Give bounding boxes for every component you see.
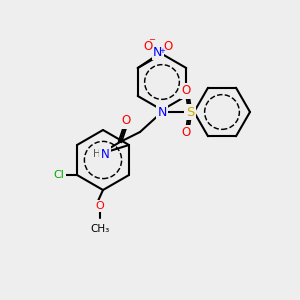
Text: O: O — [182, 127, 190, 140]
Text: S: S — [186, 106, 194, 118]
Text: N: N — [100, 148, 109, 160]
Text: CH₃: CH₃ — [90, 224, 110, 234]
Text: O: O — [143, 40, 152, 52]
Text: −: − — [148, 35, 155, 44]
Text: O: O — [96, 201, 104, 211]
Text: H: H — [93, 149, 101, 159]
Text: Cl: Cl — [54, 170, 64, 180]
Text: N: N — [153, 46, 162, 59]
Text: O: O — [163, 40, 172, 52]
Text: O: O — [122, 115, 130, 128]
Text: N: N — [157, 106, 167, 118]
Text: +: + — [159, 48, 165, 54]
Text: O: O — [182, 85, 190, 98]
